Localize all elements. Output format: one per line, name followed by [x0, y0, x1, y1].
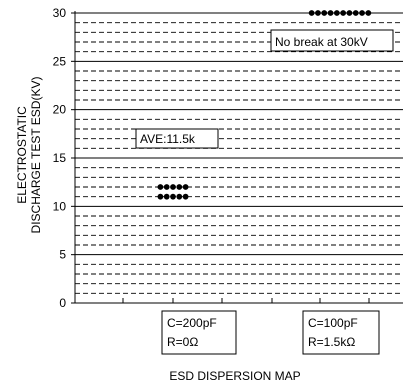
y-tick-label: 5	[59, 248, 66, 262]
data-point	[346, 10, 353, 16]
data-point	[308, 10, 315, 16]
y-axis-title-line2: DISCHARGE TEST ESD(KV)	[29, 77, 43, 234]
axes	[74, 11, 403, 304]
data-point	[157, 193, 164, 200]
annotation-text: AVE:11.5k	[140, 132, 196, 146]
data-point	[352, 10, 359, 16]
condition-box	[161, 310, 237, 355]
condition-capacitance: C=200pF	[167, 316, 217, 330]
y-tick-label: 15	[53, 151, 67, 165]
data-point	[182, 193, 189, 200]
data-point	[340, 10, 347, 16]
data-point	[327, 10, 334, 16]
y-tick-label: 10	[53, 199, 67, 213]
condition-capacitance: C=100pF	[308, 316, 358, 330]
data-point	[176, 184, 183, 190]
y-tick-labels: 0 5 10 15 20 25 30	[53, 6, 75, 310]
condition-resistance: R=1.5kΩ	[308, 335, 355, 349]
y-axis-title-line1: ELECTROSTATIC	[15, 106, 29, 204]
y-tick-label: 20	[53, 103, 67, 117]
condition-box	[302, 310, 380, 355]
condition-resistance: R=0Ω	[167, 335, 198, 349]
data-point	[333, 10, 340, 16]
condition-labels: C=200pF R=0Ω C=100pF R=1.5kΩ	[161, 310, 380, 355]
data-point	[163, 184, 170, 190]
data-point	[359, 10, 365, 16]
data-point	[321, 10, 328, 16]
x-axis-title: ESD DISPERSION MAP	[169, 369, 300, 383]
data-points	[157, 10, 372, 200]
data-point	[170, 184, 176, 190]
grid	[75, 12, 403, 294]
y-tick-label: 30	[53, 6, 67, 20]
annotations: AVE:11.5k No break at 30kV	[135, 29, 394, 149]
data-point	[365, 10, 372, 16]
annotation-box	[135, 128, 219, 149]
data-point	[157, 184, 164, 190]
data-point	[315, 10, 321, 16]
annotation-box	[270, 29, 394, 52]
data-point	[170, 193, 176, 200]
data-point	[176, 193, 183, 200]
annotation-text: No break at 30kV	[275, 35, 368, 49]
y-tick-label: 0	[59, 296, 66, 310]
data-point	[163, 193, 170, 200]
y-tick-label: 25	[53, 54, 67, 68]
data-point	[182, 184, 189, 190]
